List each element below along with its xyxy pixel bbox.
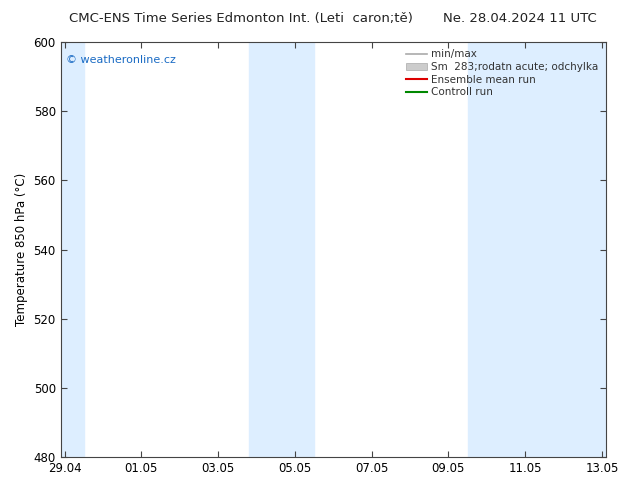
Bar: [468, 42, 605, 457]
Text: © weatheronline.cz: © weatheronline.cz: [66, 54, 176, 65]
Bar: [61, 42, 84, 457]
Text: Ne. 28.04.2024 11 UTC: Ne. 28.04.2024 11 UTC: [443, 12, 597, 25]
Text: CMC-ENS Time Series Edmonton Int. (Leti  caron;tě): CMC-ENS Time Series Edmonton Int. (Leti …: [69, 12, 413, 25]
Legend: min/max, Sm  283;rodatn acute; odchylka, Ensemble mean run, Controll run: min/max, Sm 283;rodatn acute; odchylka, …: [404, 47, 600, 99]
Y-axis label: Temperature 850 hPa (°C): Temperature 850 hPa (°C): [15, 173, 28, 326]
Bar: [249, 42, 314, 457]
